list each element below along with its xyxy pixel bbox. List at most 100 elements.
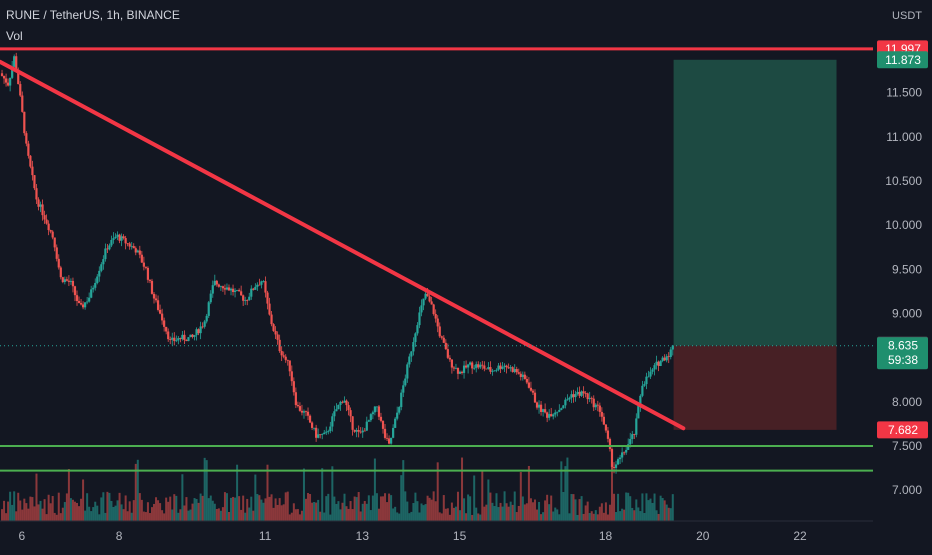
volume-bar: [150, 507, 153, 521]
drawn-lines[interactable]: [0, 47, 873, 472]
candle-body: [525, 378, 528, 383]
volume-bar: [499, 502, 502, 521]
volume-bar: [604, 502, 607, 521]
candle-body: [86, 301, 89, 303]
candle-body: [339, 401, 342, 405]
volume-bar: [33, 506, 36, 521]
candle-body: [280, 351, 283, 356]
candle-body: [385, 437, 389, 439]
candle-body: [483, 365, 486, 369]
y-tick-label: 11.000: [886, 130, 922, 144]
volume-bar: [501, 506, 504, 521]
candle-body: [67, 280, 70, 282]
y-tick-label: 9.000: [892, 306, 922, 320]
volume-bar: [134, 463, 137, 521]
candle-body: [51, 231, 54, 238]
volume-bar: [114, 505, 117, 521]
volume-bar: [339, 509, 342, 521]
volume-bar: [477, 513, 480, 521]
candle-body: [140, 254, 143, 263]
volume-bar: [65, 493, 68, 521]
volume-bar: [118, 492, 121, 521]
candle-body: [225, 287, 229, 290]
candle-body: [560, 408, 563, 410]
candle-body: [209, 293, 212, 303]
volume-bar: [377, 508, 380, 521]
candle-body: [462, 365, 466, 373]
candle-body: [576, 391, 579, 395]
candle-body: [529, 387, 533, 391]
candle-body: [467, 364, 470, 368]
volume-bar: [365, 503, 368, 521]
volume-bar: [140, 499, 143, 521]
volume-bar: [627, 492, 630, 521]
candle-body: [537, 404, 541, 408]
volume-bar: [175, 495, 178, 521]
candle-body: [623, 452, 626, 454]
volume-bar: [246, 498, 249, 521]
volume-bar: [23, 498, 26, 521]
candle-body: [126, 243, 129, 245]
volume-bar: [41, 508, 44, 521]
candle-body: [481, 364, 484, 366]
candle-body: [444, 342, 447, 350]
candle-body: [2, 75, 6, 79]
target-zone[interactable]: [673, 59, 837, 346]
volume-bar: [359, 511, 362, 521]
volume-bar: [250, 496, 253, 521]
volume-bar: [406, 501, 409, 521]
volume-bar: [331, 466, 334, 521]
volume-bar: [467, 494, 470, 521]
candle-body: [219, 286, 222, 288]
price-tag-value: 11.873: [885, 53, 921, 67]
candle-body: [321, 433, 324, 435]
volume-bar: [663, 500, 666, 521]
volume-bar: [53, 512, 56, 521]
volume-bar: [73, 501, 76, 521]
candle-body: [412, 342, 415, 352]
volume-bar: [294, 509, 297, 521]
volume-bar: [544, 500, 547, 521]
volume-bar: [578, 499, 581, 521]
candle-body: [363, 430, 366, 432]
candle-body: [221, 286, 225, 289]
downtrend-line[interactable]: [0, 59, 686, 431]
price-tag: [877, 421, 928, 439]
stop-zone[interactable]: [673, 345, 837, 430]
candle-body: [25, 133, 28, 144]
volume-bar: [100, 497, 103, 521]
volume-bar: [343, 493, 346, 521]
volume-bar: [665, 504, 668, 521]
volume-bar: [531, 502, 534, 521]
volume-bar: [227, 512, 230, 521]
volume-bars: [1, 457, 674, 521]
candle-body: [655, 361, 658, 366]
candle-body: [475, 364, 478, 368]
volume-bar: [560, 461, 563, 521]
volume-bar: [570, 494, 573, 521]
price-axis-panel[interactable]: [873, 0, 932, 550]
candle-body: [637, 406, 640, 419]
candle-body: [404, 378, 407, 386]
candle-body: [49, 230, 52, 232]
volume-bar: [497, 507, 500, 521]
volume-bar: [388, 493, 391, 521]
volume-bar: [262, 502, 265, 521]
candle-body: [657, 361, 660, 366]
candle-body: [641, 385, 644, 396]
volume-bar: [29, 496, 32, 521]
volume-bar: [371, 495, 374, 521]
volume-bar: [327, 493, 330, 521]
volume-bar: [296, 509, 299, 521]
volume-bar: [641, 493, 644, 521]
candle-body: [351, 416, 354, 430]
position-zones: [673, 59, 837, 430]
candle-body: [643, 384, 646, 386]
candle-body: [183, 334, 186, 341]
volume-bar: [126, 511, 129, 521]
candle-body: [578, 391, 581, 396]
price-tag-value: 7.682: [888, 423, 918, 437]
